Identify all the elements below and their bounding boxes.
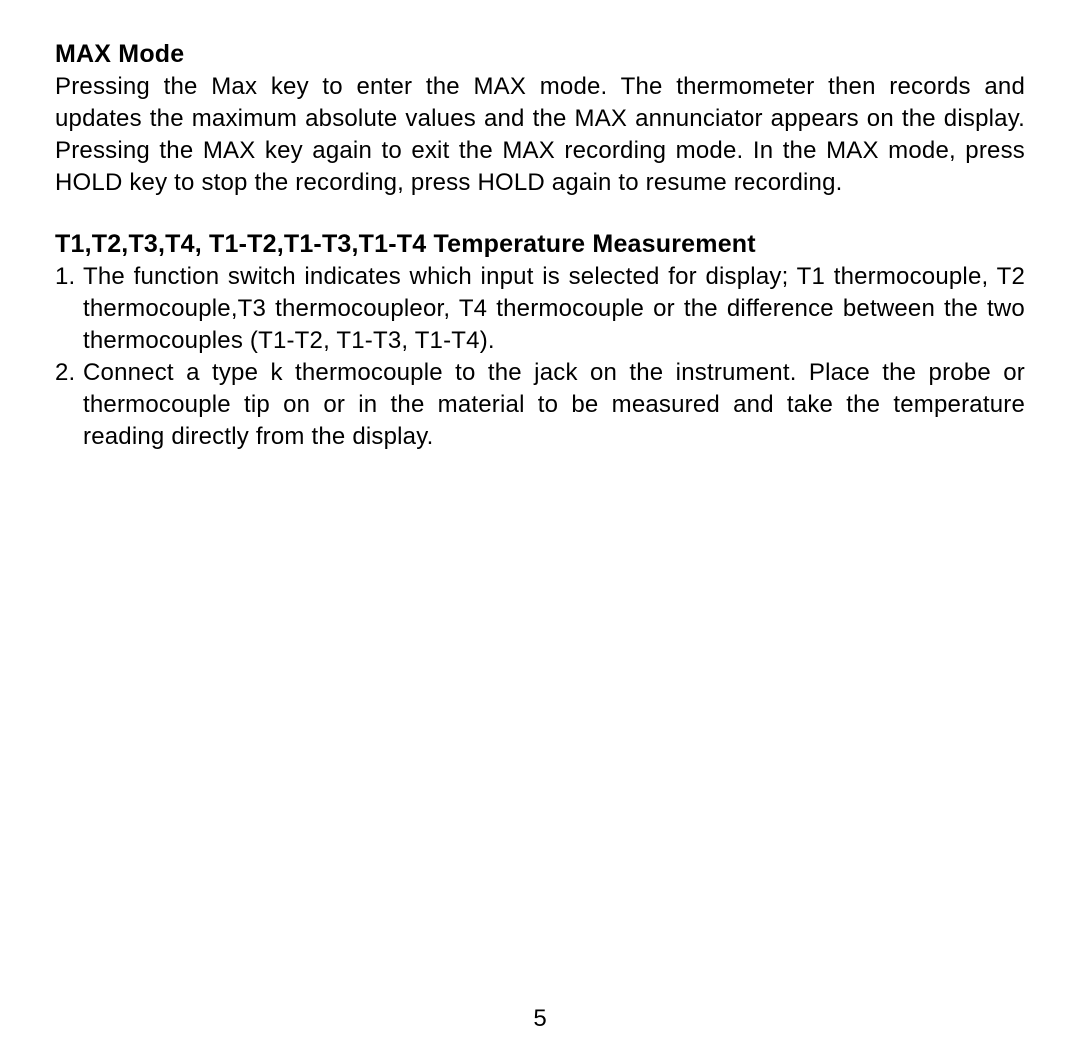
list-text: Connect a type k thermocouple to the jac… [83, 357, 1025, 453]
list-item: 1. The function switch indicates which i… [55, 261, 1025, 357]
section-max-mode: MAX Mode Pressing the Max key to enter t… [55, 40, 1025, 200]
list-number: 2. [55, 357, 83, 453]
list-number: 1. [55, 261, 83, 357]
heading-max-mode: MAX Mode [55, 40, 1025, 69]
numbered-list: 1. The function switch indicates which i… [55, 261, 1025, 454]
document-page: MAX Mode Pressing the Max key to enter t… [0, 0, 1080, 1059]
page-number: 5 [0, 1005, 1080, 1033]
list-text: The function switch indicates which inpu… [83, 261, 1025, 357]
list-item: 2. Connect a type k thermocouple to the … [55, 357, 1025, 453]
section-temperature-measurement: T1,T2,T3,T4, T1-T2,T1-T3,T1-T4 Temperatu… [55, 230, 1025, 454]
heading-temperature-measurement: T1,T2,T3,T4, T1-T2,T1-T3,T1-T4 Temperatu… [55, 230, 1025, 259]
paragraph-max-mode: Pressing the Max key to enter the MAX mo… [55, 71, 1025, 200]
